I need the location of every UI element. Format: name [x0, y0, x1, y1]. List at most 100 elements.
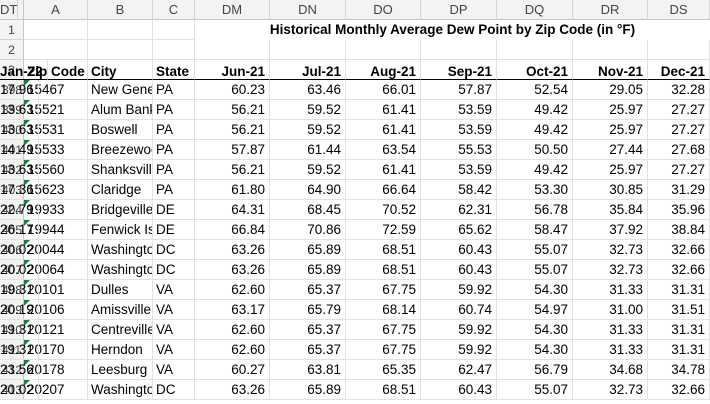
state-cell[interactable]: DC	[153, 380, 195, 400]
value-cell[interactable]: 70.52	[346, 200, 421, 220]
value-cell[interactable]: 32.66	[648, 240, 710, 260]
value-cell[interactable]: 53.59	[421, 160, 497, 180]
cell-empty[interactable]	[270, 40, 346, 60]
value-cell[interactable]: 70.86	[270, 220, 346, 240]
value-cell[interactable]: 49.42	[497, 160, 573, 180]
zip-code-cell[interactable]: 20101	[24, 280, 88, 300]
city-cell[interactable]: Alum Bank	[88, 100, 153, 120]
value-cell[interactable]: 72.59	[346, 220, 421, 240]
value-cell[interactable]: 34.68	[573, 360, 648, 380]
city-cell[interactable]: Washington	[88, 380, 153, 400]
value-cell[interactable]: 62.60	[195, 340, 270, 360]
cell-empty[interactable]	[573, 40, 648, 60]
value-cell[interactable]: 65.89	[270, 240, 346, 260]
value-cell[interactable]: 30.85	[573, 180, 648, 200]
zip-code-cell[interactable]: 20106	[24, 300, 88, 320]
value-cell[interactable]: 62.60	[195, 320, 270, 340]
value-cell[interactable]: 19.31	[0, 320, 39, 340]
value-cell[interactable]: 38.84	[648, 220, 710, 240]
value-cell[interactable]: 68.51	[346, 240, 421, 260]
state-cell[interactable]: DE	[153, 200, 195, 220]
value-cell[interactable]: 57.87	[195, 140, 270, 160]
value-cell[interactable]: 31.31	[648, 280, 710, 300]
value-cell[interactable]: 60.27	[195, 360, 270, 380]
city-cell[interactable]: Washington	[88, 240, 153, 260]
value-cell[interactable]: 54.30	[497, 320, 573, 340]
state-cell[interactable]: PA	[153, 100, 195, 120]
zip-code-cell[interactable]: 20170	[24, 340, 88, 360]
header-cell[interactable]: Dec-21	[648, 60, 710, 80]
value-cell[interactable]: 67.75	[346, 320, 421, 340]
value-cell[interactable]: 65.37	[270, 320, 346, 340]
cell-empty[interactable]	[648, 40, 710, 60]
cell-empty[interactable]	[153, 20, 195, 40]
value-cell[interactable]: 29.05	[573, 80, 648, 100]
zip-code-cell[interactable]: 15623	[24, 180, 88, 200]
zip-code-cell[interactable]: 15521	[24, 100, 88, 120]
column-header-dm[interactable]: DM	[195, 0, 270, 20]
city-cell[interactable]: Breezewood	[88, 140, 153, 160]
value-cell[interactable]: 20.02	[0, 380, 39, 400]
value-cell[interactable]: 56.21	[195, 160, 270, 180]
header-cell[interactable]: City	[88, 60, 153, 80]
state-cell[interactable]: VA	[153, 340, 195, 360]
zip-code-cell[interactable]: 20207	[24, 380, 88, 400]
value-cell[interactable]: 67.75	[346, 340, 421, 360]
value-cell[interactable]: 27.27	[648, 160, 710, 180]
column-header-dr[interactable]: DR	[573, 0, 648, 20]
value-cell[interactable]: 59.52	[270, 120, 346, 140]
value-cell[interactable]: 35.84	[573, 200, 648, 220]
value-cell[interactable]: 13.63	[0, 120, 39, 140]
value-cell[interactable]: 68.51	[346, 380, 421, 400]
value-cell[interactable]: 59.92	[421, 340, 497, 360]
value-cell[interactable]: 65.37	[270, 280, 346, 300]
header-cell[interactable]: State	[153, 60, 195, 80]
value-cell[interactable]: 25.97	[573, 120, 648, 140]
row-header-409[interactable]: 409	[0, 300, 24, 320]
value-cell[interactable]: 49.42	[497, 120, 573, 140]
zip-code-cell[interactable]: 19944	[24, 220, 88, 240]
value-cell[interactable]: 53.30	[497, 180, 573, 200]
value-cell[interactable]: 66.01	[346, 80, 421, 100]
cell-empty[interactable]	[195, 40, 270, 60]
value-cell[interactable]: 63.26	[195, 260, 270, 280]
value-cell[interactable]: 31.00	[573, 300, 648, 320]
value-cell[interactable]: 31.31	[648, 320, 710, 340]
value-cell[interactable]: 60.43	[421, 260, 497, 280]
state-cell[interactable]: PA	[153, 160, 195, 180]
city-cell[interactable]: Leesburg	[88, 360, 153, 380]
value-cell[interactable]: 31.33	[573, 320, 648, 340]
value-cell[interactable]: 19.31	[0, 280, 39, 300]
value-cell[interactable]: 50.50	[497, 140, 573, 160]
value-cell[interactable]: 61.80	[195, 180, 270, 200]
zip-code-cell[interactable]: 19933	[24, 200, 88, 220]
value-cell[interactable]: 63.81	[270, 360, 346, 380]
value-cell[interactable]: 68.45	[270, 200, 346, 220]
zip-code-cell[interactable]: 15467	[24, 80, 88, 100]
value-cell[interactable]: 63.17	[195, 300, 270, 320]
value-cell[interactable]: 63.46	[270, 80, 346, 100]
cell-empty[interactable]	[421, 40, 497, 60]
value-cell[interactable]: 67.75	[346, 280, 421, 300]
row-header-2[interactable]: 2	[0, 40, 24, 60]
value-cell[interactable]: 53.59	[421, 100, 497, 120]
value-cell[interactable]: 32.28	[648, 80, 710, 100]
value-cell[interactable]: 31.33	[573, 340, 648, 360]
value-cell[interactable]: 19.31	[0, 340, 39, 360]
zip-code-cell[interactable]: 15560	[24, 160, 88, 180]
value-cell[interactable]: 32.66	[648, 260, 710, 280]
value-cell[interactable]: 20.19	[0, 300, 39, 320]
value-cell[interactable]: 31.31	[648, 340, 710, 360]
value-cell[interactable]: 55.07	[497, 380, 573, 400]
value-cell[interactable]: 62.60	[195, 280, 270, 300]
value-cell[interactable]: 27.27	[648, 100, 710, 120]
row-header-410[interactable]: 410	[0, 320, 24, 340]
state-cell[interactable]: VA	[153, 360, 195, 380]
row-header-402[interactable]: 402	[0, 160, 24, 180]
value-cell[interactable]: 65.35	[346, 360, 421, 380]
row-header-408[interactable]: 408	[0, 280, 24, 300]
value-cell[interactable]: 59.52	[270, 160, 346, 180]
state-cell[interactable]: VA	[153, 320, 195, 340]
value-cell[interactable]: 55.07	[497, 260, 573, 280]
